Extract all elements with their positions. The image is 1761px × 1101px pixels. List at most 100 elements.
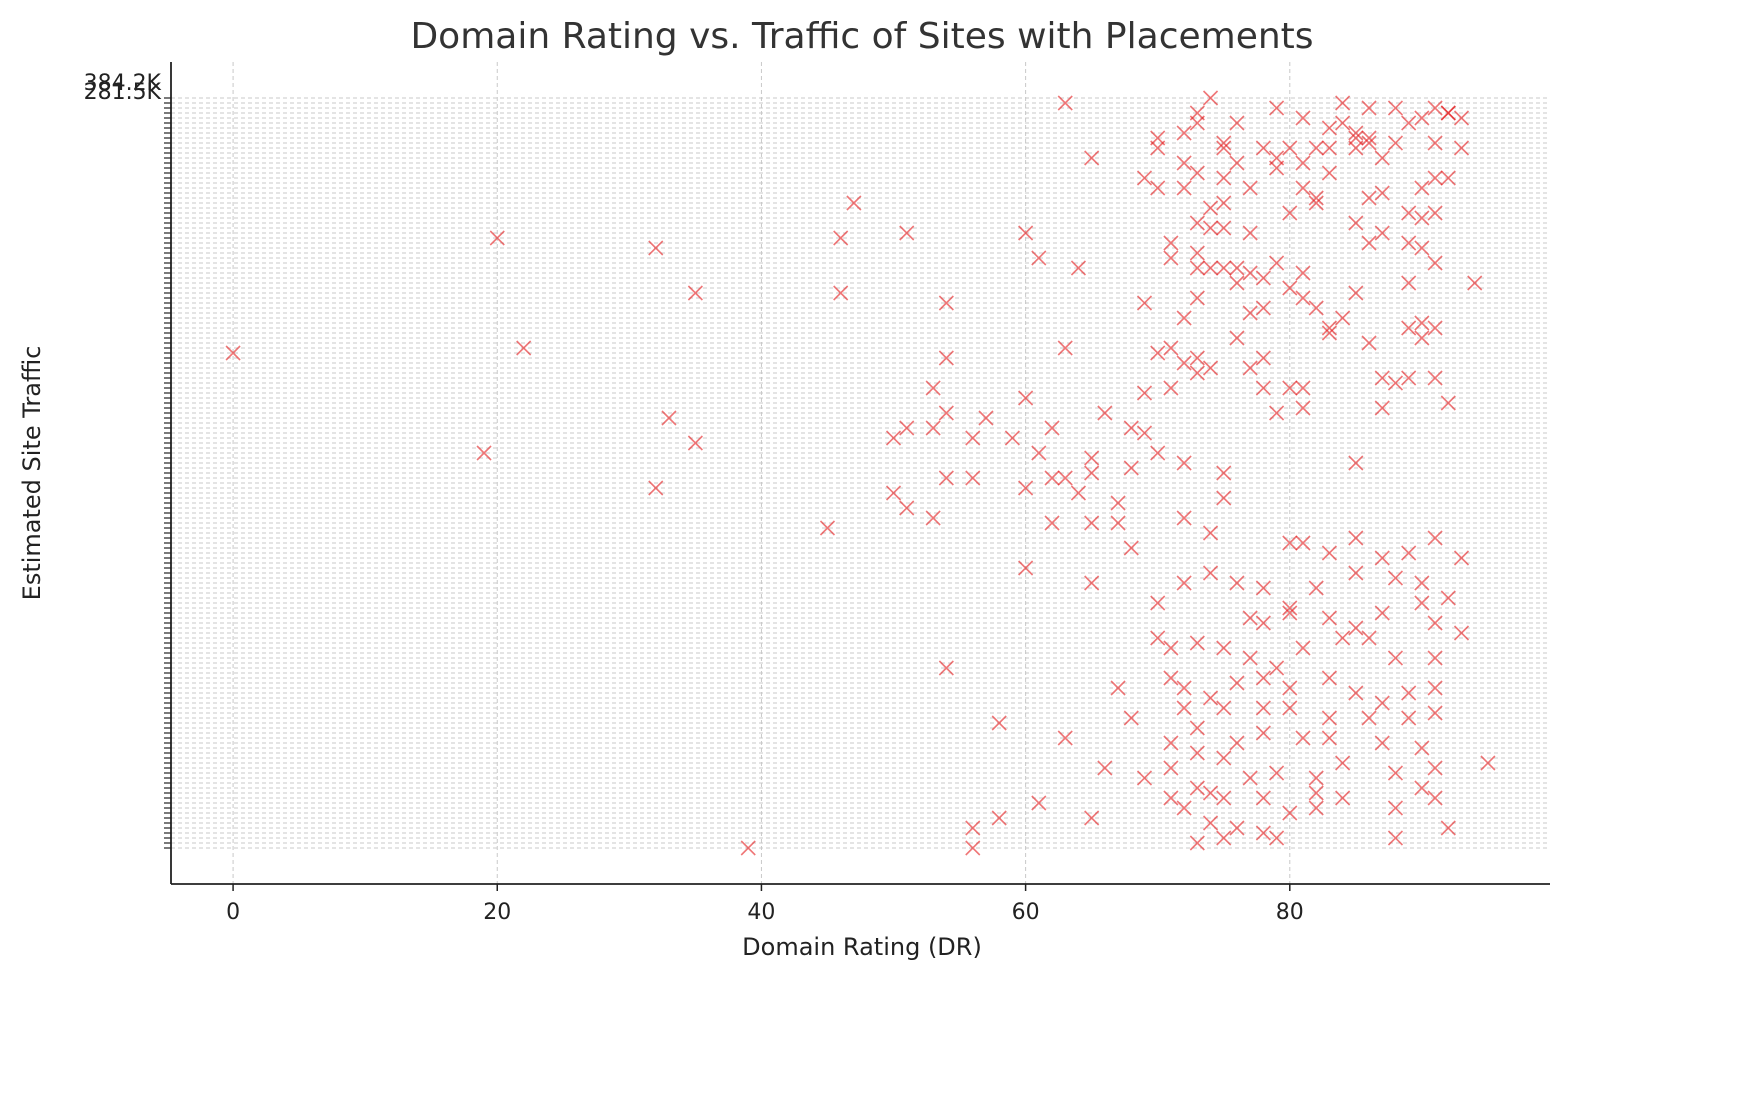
point: [1176, 455, 1192, 471]
point: [1057, 340, 1073, 356]
point: [965, 820, 981, 836]
point: [1044, 470, 1060, 486]
point: [1189, 290, 1205, 306]
point: [1361, 135, 1377, 151]
point: [1216, 790, 1232, 806]
point: [1414, 740, 1430, 756]
point: [1348, 140, 1364, 156]
point: [1308, 190, 1324, 206]
chart-title: Domain Rating vs. Traffic of Sites with …: [410, 16, 1313, 57]
point: [1295, 180, 1311, 196]
point: [1189, 635, 1205, 651]
point: [1348, 455, 1364, 471]
point: [1018, 560, 1034, 576]
point: [1084, 450, 1100, 466]
point: [1401, 320, 1417, 336]
point: [1427, 255, 1443, 271]
point: [1229, 575, 1245, 591]
point: [1242, 180, 1258, 196]
point: [1189, 115, 1205, 131]
point: [1229, 820, 1245, 836]
point: [1202, 260, 1219, 276]
point: [1427, 205, 1443, 221]
point: [1150, 595, 1166, 611]
point: [1163, 380, 1179, 396]
point: [1216, 490, 1232, 506]
point: [1374, 370, 1390, 386]
point: [1427, 790, 1443, 806]
point: [1216, 640, 1232, 656]
point: [1163, 735, 1179, 751]
point: [1229, 330, 1245, 346]
point: [1321, 710, 1337, 726]
point: [1229, 275, 1245, 291]
point: [1163, 790, 1179, 806]
point: [1401, 235, 1417, 251]
point: [1335, 310, 1351, 326]
point: [991, 715, 1007, 731]
point: [819, 520, 836, 536]
point: [1308, 195, 1324, 211]
point: [1150, 630, 1166, 646]
point: [1150, 345, 1166, 361]
point: [1242, 225, 1258, 241]
point: [1136, 170, 1153, 186]
point: [1189, 835, 1205, 851]
point: [1176, 510, 1192, 526]
point: [1282, 140, 1298, 156]
point: [1242, 770, 1258, 786]
point: [1216, 140, 1232, 156]
point: [1440, 170, 1456, 186]
point: [1202, 220, 1219, 236]
point: [1163, 670, 1179, 686]
point: [1136, 385, 1153, 401]
point: [1321, 120, 1337, 136]
point: [938, 405, 954, 421]
point: [1282, 605, 1298, 621]
point: [1136, 770, 1153, 786]
point: [1150, 140, 1166, 156]
point: [1308, 140, 1324, 156]
point: [899, 225, 915, 241]
point: [1084, 150, 1100, 166]
point: [1374, 695, 1390, 711]
point: [1189, 215, 1205, 231]
point: [1097, 760, 1113, 776]
point: [938, 660, 954, 676]
point: [1216, 220, 1232, 236]
point: [1176, 680, 1192, 696]
point: [1242, 305, 1258, 321]
point: [1189, 350, 1205, 366]
point: [1189, 780, 1205, 796]
point: [1335, 790, 1351, 806]
point: [1202, 690, 1219, 706]
point: [1282, 700, 1298, 716]
point: [1269, 830, 1285, 846]
point: [1374, 400, 1390, 416]
point: [965, 430, 981, 446]
point: [1321, 545, 1337, 561]
point: [1242, 265, 1258, 281]
point: [1269, 405, 1285, 421]
x-axis-label: Domain Rating (DR): [742, 933, 982, 961]
point: [1255, 615, 1271, 631]
point: [1150, 445, 1166, 461]
point: [1480, 755, 1496, 771]
point: [1414, 575, 1430, 591]
point: [1414, 180, 1430, 196]
point: [1387, 800, 1404, 816]
point: [1282, 380, 1298, 396]
x-tick-label: 0: [226, 900, 240, 925]
point: [1427, 100, 1443, 116]
point: [1374, 150, 1390, 166]
point: [1282, 600, 1298, 616]
point: [1189, 720, 1205, 736]
point: [1189, 165, 1205, 181]
point: [1414, 595, 1430, 611]
point: [1216, 750, 1232, 766]
marks: [225, 90, 1496, 856]
point: [1308, 785, 1324, 801]
point: [1414, 780, 1430, 796]
point: [1282, 205, 1298, 221]
point: [1123, 460, 1139, 476]
